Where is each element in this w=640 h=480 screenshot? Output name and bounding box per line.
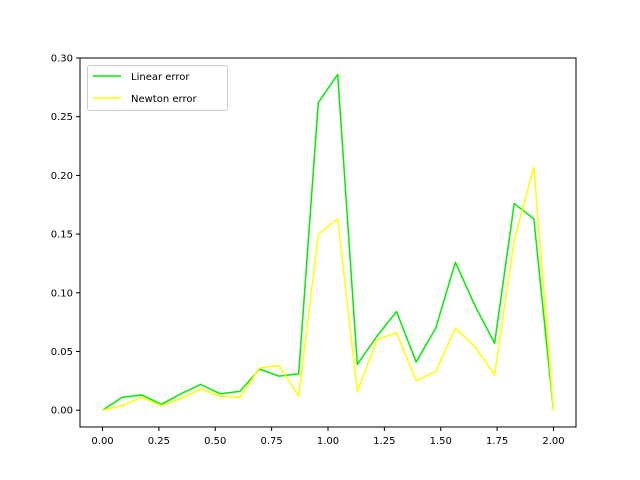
x-tick-label: 0.75 (261, 436, 283, 447)
y-tick-label: 0.00 (51, 406, 73, 417)
y-tick-label: 0.10 (51, 288, 73, 299)
legend-box (87, 65, 228, 111)
series-line-linear-error (102, 73, 555, 411)
x-tick-label: 1.00 (317, 436, 339, 447)
x-tick-label: 0.25 (148, 436, 170, 447)
legend-label-newton-error: Newton error (131, 94, 197, 105)
x-axis-ticks: 0.00 0.25 0.50 0.75 1.00 1.25 1.50 1.75 2.00 (91, 427, 565, 447)
x-tick-label: 1.50 (430, 436, 452, 447)
x-tick-label: 2.00 (542, 436, 564, 447)
y-tick-label: 0.25 (51, 112, 73, 123)
plot-lines (102, 73, 555, 411)
x-tick-label: 1.75 (486, 436, 508, 447)
x-tick-label: 0.50 (204, 436, 226, 447)
x-tick-label: 1.25 (373, 436, 395, 447)
y-tick-label: 0.30 (51, 54, 73, 65)
series-line-newton-error (102, 166, 555, 411)
y-tick-label: 0.15 (51, 230, 73, 241)
y-tick-label: 0.05 (51, 347, 73, 358)
y-tick-label: 0.20 (51, 171, 73, 182)
legend: Linear error Newton error (87, 65, 228, 111)
x-tick-label: 0.00 (91, 436, 113, 447)
y-axis-ticks: 0.00 0.05 0.10 0.15 0.20 0.25 0.30 (51, 54, 80, 417)
legend-label-linear-error: Linear error (131, 72, 190, 83)
